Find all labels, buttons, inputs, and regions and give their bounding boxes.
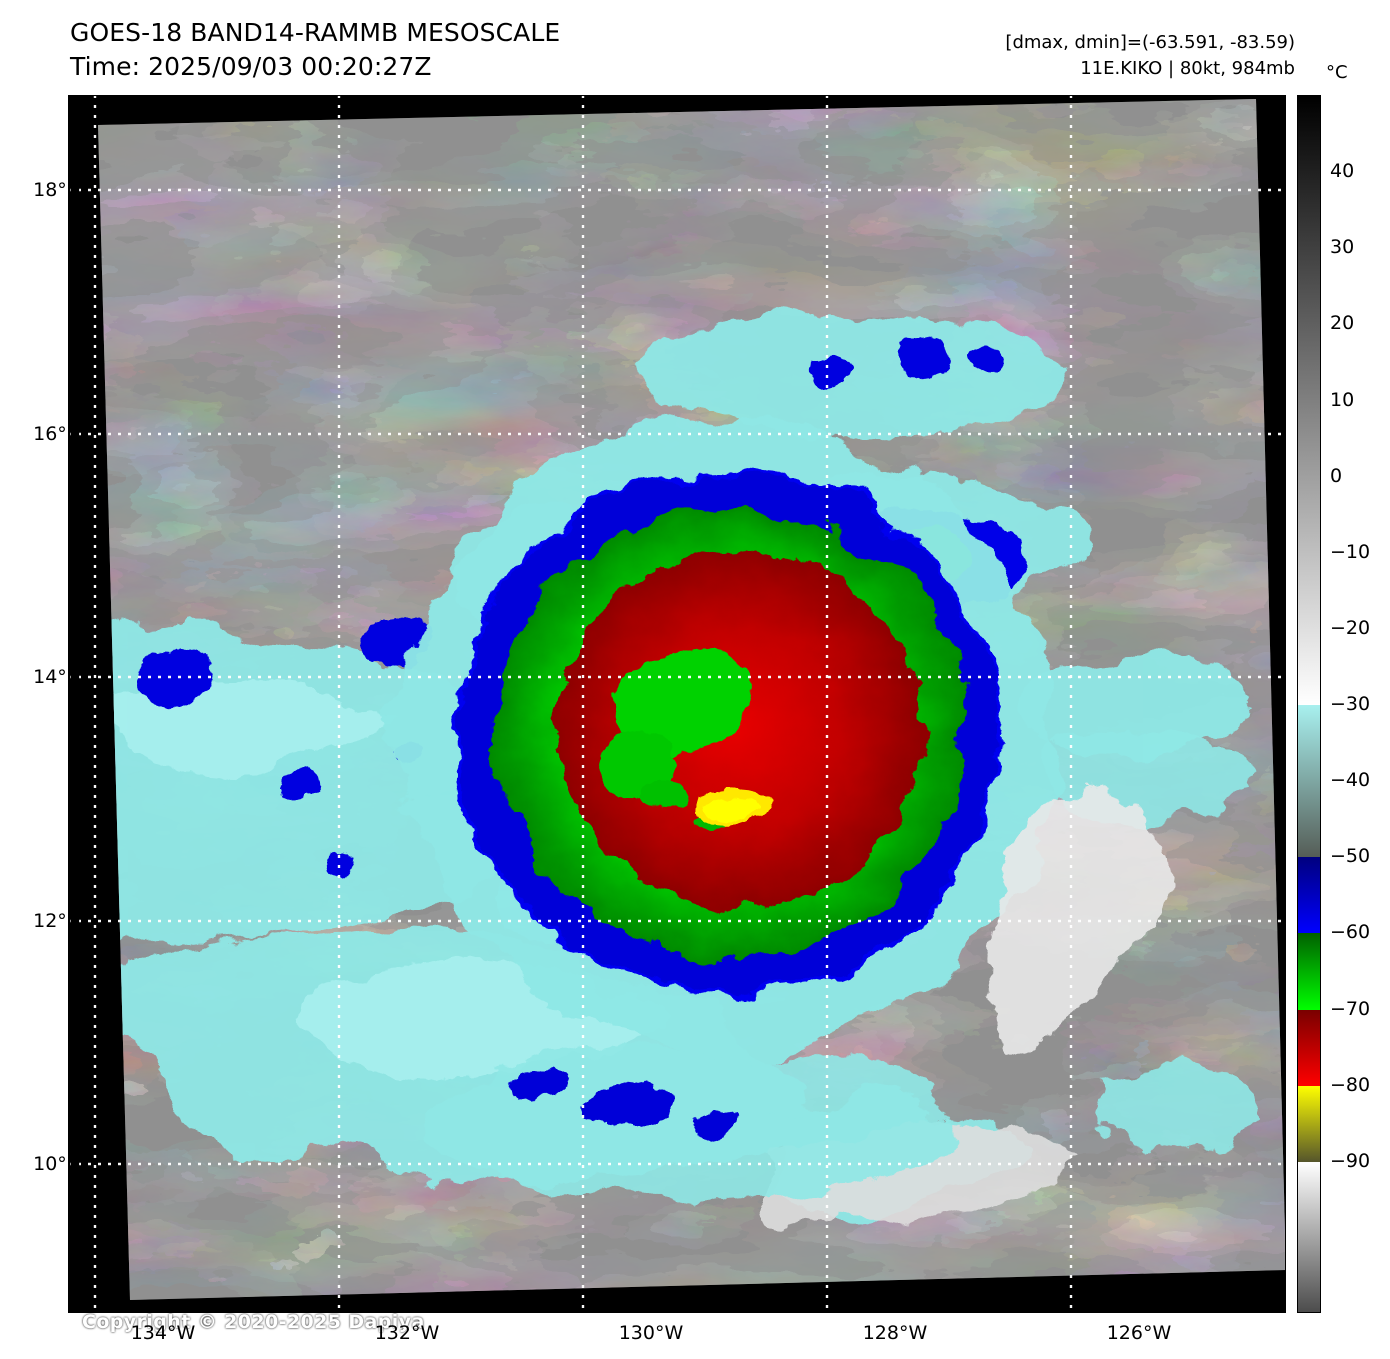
satellite-imagery (68, 95, 1286, 1313)
page-title: GOES-18 BAND14-RAMMB MESOSCALE (70, 18, 561, 47)
colorbar-tick-label: −50 (1330, 845, 1371, 868)
temperature-colorbar[interactable] (1297, 95, 1321, 1313)
lat-tick-label: 18°N (33, 179, 81, 201)
timestamp: Time: 2025/09/03 00:20:27Z (70, 52, 432, 81)
colorbar-tick-label: −60 (1330, 921, 1371, 944)
lon-tick-label: 126°W (1106, 1322, 1172, 1344)
colorbar-tick-label: −20 (1330, 616, 1371, 639)
colorbar-tick-label: −80 (1330, 1073, 1371, 1096)
colorbar-tick-label: −10 (1330, 540, 1371, 563)
colorbar-tick-label: −30 (1330, 693, 1371, 715)
colorbar-segment (1298, 96, 1320, 705)
colorbar-segment (1298, 857, 1320, 934)
lat-tick-label: 10°N (33, 1153, 81, 1175)
colorbar-segment (1298, 1009, 1320, 1086)
copyright-notice: Copyright © 2020-2025 Dapiya (82, 1311, 425, 1333)
colorbar-segment (1298, 1085, 1320, 1162)
lat-tick-label: 14°N (33, 666, 81, 688)
colorbar-segment (1298, 933, 1320, 1010)
lon-tick-label: 128°W (862, 1322, 928, 1344)
metadata-block: [dmax, dmin]=(-63.591, -83.59) 11E.KIKO … (1005, 30, 1295, 82)
map-gridlines (68, 95, 1286, 1313)
lat-tick-label: 12°N (33, 910, 81, 932)
colorbar-tick-label: 40 (1330, 160, 1355, 183)
lon-tick-label: 130°W (618, 1322, 684, 1344)
colorbar-segment (1298, 1161, 1320, 1312)
lat-tick-label: 16°N (33, 423, 81, 445)
colorbar-tick-label: −70 (1330, 997, 1371, 1020)
colorbar-segment (1298, 705, 1320, 858)
colorbar-tick-label: −40 (1330, 769, 1371, 792)
colorbar-tick-label: 30 (1330, 236, 1355, 259)
colorbar-tick-label: 0 (1330, 464, 1343, 487)
colorbar-tick-label: 20 (1330, 312, 1355, 335)
colorbar-tick-label: −90 (1330, 1149, 1371, 1172)
lon-tick-label: 132°W (374, 1322, 440, 1344)
title-block: GOES-18 BAND14-RAMMB MESOSCALE Time: 202… (70, 16, 560, 84)
colorbar-unit-label: °C (1326, 62, 1348, 83)
data-range-readout: [dmax, dmin]=(-63.591, -83.59) (1005, 32, 1295, 53)
storm-info-readout: 11E.KIKO | 80kt, 984mb (1080, 58, 1295, 79)
lon-tick-label: 134°W (130, 1322, 196, 1344)
colorbar-tick-label: 10 (1330, 388, 1355, 411)
satellite-image-plot[interactable] (68, 95, 1286, 1313)
